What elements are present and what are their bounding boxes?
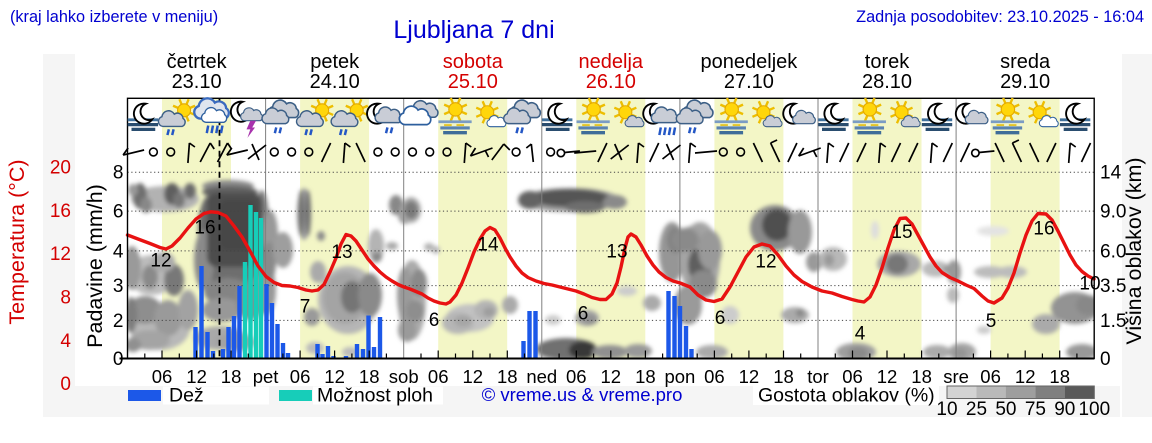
svg-text:Temperatura (°C): Temperatura (°C) — [5, 159, 29, 324]
svg-text:18: 18 — [635, 366, 656, 387]
svg-text:16: 16 — [1033, 219, 1054, 240]
svg-text:10: 10 — [936, 399, 957, 420]
svg-text:06: 06 — [842, 366, 863, 387]
svg-text:sre: sre — [943, 366, 969, 387]
svg-text:06: 06 — [152, 366, 173, 387]
svg-text:3: 3 — [113, 276, 124, 297]
svg-text:06: 06 — [428, 366, 449, 387]
svg-text:12: 12 — [150, 251, 171, 272]
svg-text:1.5: 1.5 — [1100, 311, 1126, 332]
svg-text:12: 12 — [739, 366, 760, 387]
svg-text:Višina oblakov (km): Višina oblakov (km) — [1122, 157, 1146, 344]
svg-text:12: 12 — [463, 366, 484, 387]
svg-text:12: 12 — [755, 252, 776, 273]
svg-text:nedelja: nedelja — [579, 51, 644, 73]
svg-text:© vreme.us & vreme.pro: © vreme.us & vreme.pro — [482, 384, 683, 405]
svg-text:24.10: 24.10 — [310, 71, 360, 93]
svg-text:14: 14 — [477, 235, 499, 256]
svg-text:10: 10 — [1079, 274, 1100, 295]
svg-text:7: 7 — [300, 297, 311, 318]
svg-text:06: 06 — [704, 366, 725, 387]
svg-text:2: 2 — [113, 311, 124, 332]
svg-text:pet: pet — [253, 366, 279, 387]
svg-text:18: 18 — [359, 366, 380, 387]
svg-text:16: 16 — [50, 201, 71, 222]
svg-text:12: 12 — [601, 366, 622, 387]
svg-text:ned: ned — [526, 366, 557, 387]
svg-text:15: 15 — [891, 222, 912, 243]
svg-text:6: 6 — [113, 202, 124, 223]
svg-text:Dež: Dež — [169, 385, 204, 407]
svg-text:18: 18 — [911, 366, 932, 387]
svg-text:9.0: 9.0 — [1100, 202, 1126, 223]
svg-text:26.10: 26.10 — [586, 71, 636, 93]
svg-text:90: 90 — [1054, 399, 1075, 420]
svg-text:6: 6 — [578, 304, 589, 325]
svg-text:12: 12 — [50, 244, 71, 265]
svg-text:12: 12 — [186, 366, 207, 387]
svg-text:18: 18 — [1049, 366, 1070, 387]
svg-text:27.10: 27.10 — [724, 71, 774, 93]
svg-text:tor: tor — [807, 366, 829, 387]
svg-text:3.5: 3.5 — [1100, 276, 1126, 297]
svg-text:Padavine (mm/h): Padavine (mm/h) — [83, 184, 107, 348]
svg-text:13: 13 — [606, 242, 627, 263]
svg-text:4: 4 — [60, 331, 71, 352]
svg-text:18: 18 — [497, 366, 518, 387]
svg-text:100: 100 — [1078, 399, 1110, 420]
svg-text:12: 12 — [1015, 366, 1036, 387]
svg-text:06: 06 — [980, 366, 1001, 387]
svg-text:14: 14 — [1100, 163, 1122, 184]
svg-text:20: 20 — [50, 158, 71, 179]
svg-text:(kraj lahko izberete v meniju): (kraj lahko izberete v meniju) — [10, 8, 218, 26]
svg-text:29.10: 29.10 — [1000, 71, 1050, 93]
svg-text:5: 5 — [986, 311, 997, 332]
svg-text:Ljubljana 7 dni: Ljubljana 7 dni — [393, 16, 554, 44]
svg-text:Gostota oblakov (%): Gostota oblakov (%) — [758, 385, 935, 407]
svg-text:12: 12 — [324, 366, 345, 387]
svg-text:28.10: 28.10 — [862, 71, 912, 93]
svg-text:23.10: 23.10 — [172, 71, 222, 93]
svg-text:petek: petek — [310, 51, 360, 73]
svg-text:ponedeljek: ponedeljek — [701, 51, 799, 73]
svg-text:18: 18 — [221, 366, 242, 387]
svg-text:6.0: 6.0 — [1100, 241, 1126, 262]
svg-text:Možnost ploh: Možnost ploh — [317, 385, 433, 407]
svg-text:4: 4 — [113, 241, 124, 262]
svg-text:8: 8 — [60, 288, 71, 309]
svg-text:13: 13 — [331, 242, 352, 263]
svg-text:0: 0 — [60, 374, 71, 395]
svg-text:06: 06 — [290, 366, 311, 387]
svg-text:četrtek: četrtek — [167, 51, 228, 73]
svg-text:6: 6 — [429, 310, 440, 331]
svg-text:18: 18 — [773, 366, 794, 387]
svg-text:0: 0 — [113, 349, 124, 370]
svg-text:50: 50 — [995, 399, 1016, 420]
svg-text:sob: sob — [389, 366, 419, 387]
svg-text:sreda: sreda — [1000, 51, 1051, 73]
svg-text:25.10: 25.10 — [448, 71, 498, 93]
svg-text:25: 25 — [966, 399, 987, 420]
svg-text:75: 75 — [1025, 399, 1046, 420]
svg-text:6: 6 — [715, 308, 726, 329]
svg-text:Zadnja posodobitev: 23.10.2025: Zadnja posodobitev: 23.10.2025 - 16:04 — [856, 8, 1144, 26]
svg-text:4: 4 — [855, 324, 866, 345]
svg-text:12: 12 — [877, 366, 898, 387]
svg-text:torek: torek — [865, 51, 910, 73]
svg-text:8: 8 — [113, 163, 124, 184]
svg-text:0: 0 — [1100, 349, 1111, 370]
svg-text:sobota: sobota — [443, 51, 504, 73]
svg-text:06: 06 — [566, 366, 587, 387]
svg-text:16: 16 — [194, 218, 215, 239]
svg-text:pon: pon — [664, 366, 695, 387]
